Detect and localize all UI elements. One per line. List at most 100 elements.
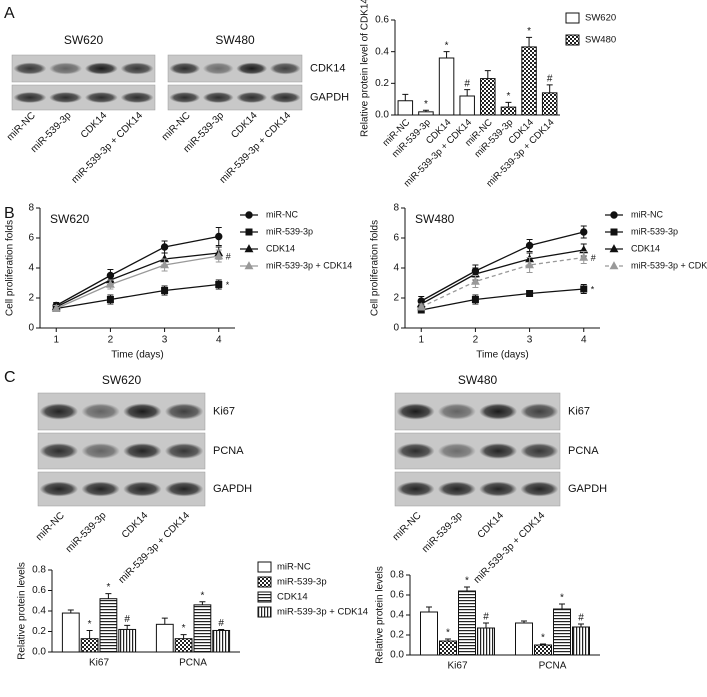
y-tick-label: 0.8 xyxy=(32,565,46,576)
bar xyxy=(572,626,590,656)
x-tick-label: 1 xyxy=(418,335,424,346)
error-bar xyxy=(105,593,112,599)
point xyxy=(525,260,535,269)
error-bar xyxy=(484,70,491,79)
blot-band xyxy=(520,443,559,459)
significance-mark: * xyxy=(506,91,510,102)
lane-label: miR-539-3p xyxy=(64,510,109,555)
point xyxy=(526,290,534,297)
blot-row-label: GAPDH xyxy=(213,483,252,495)
x-tick-label: PCNA xyxy=(539,661,567,672)
blot-band xyxy=(164,443,204,459)
bar xyxy=(500,106,517,116)
significance-mark: * xyxy=(465,576,469,587)
blot-band xyxy=(123,481,162,497)
legend-swatch xyxy=(565,12,580,24)
significance-mark: # xyxy=(218,618,224,629)
lane-label: CDK14 xyxy=(79,110,110,141)
legend-swatch xyxy=(257,606,272,618)
y-axis-label: Cell proliferation folds xyxy=(5,220,16,316)
blot-band xyxy=(39,443,79,459)
error-bar xyxy=(218,628,225,631)
lane-label: CDK14 xyxy=(476,510,507,541)
error-bar xyxy=(86,629,93,639)
lane-label: miR-539-3p + CDK14 xyxy=(70,110,146,186)
y-tick-label: 0.6 xyxy=(32,585,46,596)
significance-mark: * xyxy=(445,40,449,51)
point xyxy=(525,241,534,250)
significance-mark: * xyxy=(446,628,450,639)
point xyxy=(215,232,223,241)
x-tick-label: PCNA xyxy=(179,658,207,669)
bar xyxy=(118,628,137,653)
y-tick-label: 0.2 xyxy=(375,78,389,89)
legend-label: miR-539-3p + CDK14 xyxy=(631,260,707,270)
bar xyxy=(480,78,496,116)
significance-mark: * xyxy=(88,619,92,630)
y-tick-label: 4 xyxy=(393,263,399,274)
bar xyxy=(99,598,118,653)
legend-label: miR-NC xyxy=(277,562,311,573)
y-tick-label: 6 xyxy=(28,233,34,244)
x-tick-label: 3 xyxy=(527,335,533,346)
blot-band xyxy=(164,403,204,420)
lane-label: miR-NC xyxy=(160,110,193,143)
series-line xyxy=(55,235,219,307)
point xyxy=(609,244,619,253)
error-bar xyxy=(422,109,429,112)
bar xyxy=(534,644,552,656)
blot-band xyxy=(123,403,162,420)
series-line xyxy=(420,256,584,308)
error-bar xyxy=(445,638,451,641)
bar xyxy=(80,638,99,653)
blot-band xyxy=(202,62,234,75)
panel-label: B xyxy=(4,205,15,222)
significance-mark: # xyxy=(226,251,231,261)
point xyxy=(245,211,253,219)
error-bar xyxy=(199,601,206,605)
y-tick-label: 4 xyxy=(28,263,34,274)
blot-row-label: PCNA xyxy=(568,445,599,457)
y-tick-label: 0.4 xyxy=(32,606,46,617)
y-tick-label: 2 xyxy=(28,293,34,304)
lane-label: miR-NC xyxy=(5,110,38,143)
y-tick-label: 0.0 xyxy=(32,647,46,658)
series-line xyxy=(420,231,584,302)
lane-label: miR-539-3p + CDK14 xyxy=(117,510,193,586)
error-bar xyxy=(578,623,584,627)
bar xyxy=(61,612,80,653)
point xyxy=(580,228,588,236)
x-axis-label: Time (days) xyxy=(111,350,163,361)
lane-label: miR-NC xyxy=(391,510,424,543)
significance-mark: * xyxy=(527,26,531,37)
significance-mark: # xyxy=(464,78,470,89)
point xyxy=(161,287,169,294)
error-bar xyxy=(526,36,533,47)
lane-label: miR-539-3p + CDK14 xyxy=(472,510,548,586)
y-tick-label: 0.0 xyxy=(375,110,389,121)
blot-band xyxy=(164,481,204,497)
x-tick-label: 2 xyxy=(473,335,479,346)
bar xyxy=(438,57,455,116)
y-tick-label: 2 xyxy=(393,293,399,304)
significance-mark: # xyxy=(578,613,584,624)
y-tick-label: 0 xyxy=(393,323,399,334)
x-tick-label: 2 xyxy=(108,335,114,346)
blot-band xyxy=(202,92,234,103)
error-bar xyxy=(443,51,450,58)
blot-band xyxy=(479,443,518,459)
blot-band xyxy=(396,403,435,420)
blot-band xyxy=(39,481,79,497)
point xyxy=(160,243,169,251)
y-tick-label: 8 xyxy=(393,203,399,214)
chart-title: SW480 xyxy=(415,212,455,226)
blot-band xyxy=(169,62,201,75)
legend-swatch xyxy=(257,561,272,573)
error-bar xyxy=(464,586,470,591)
significance-mark: * xyxy=(106,582,110,593)
point xyxy=(610,228,618,236)
legend-label: miR-539-3p + CDK14 xyxy=(266,260,352,270)
error-bar xyxy=(483,622,489,628)
error-bar xyxy=(180,634,187,639)
